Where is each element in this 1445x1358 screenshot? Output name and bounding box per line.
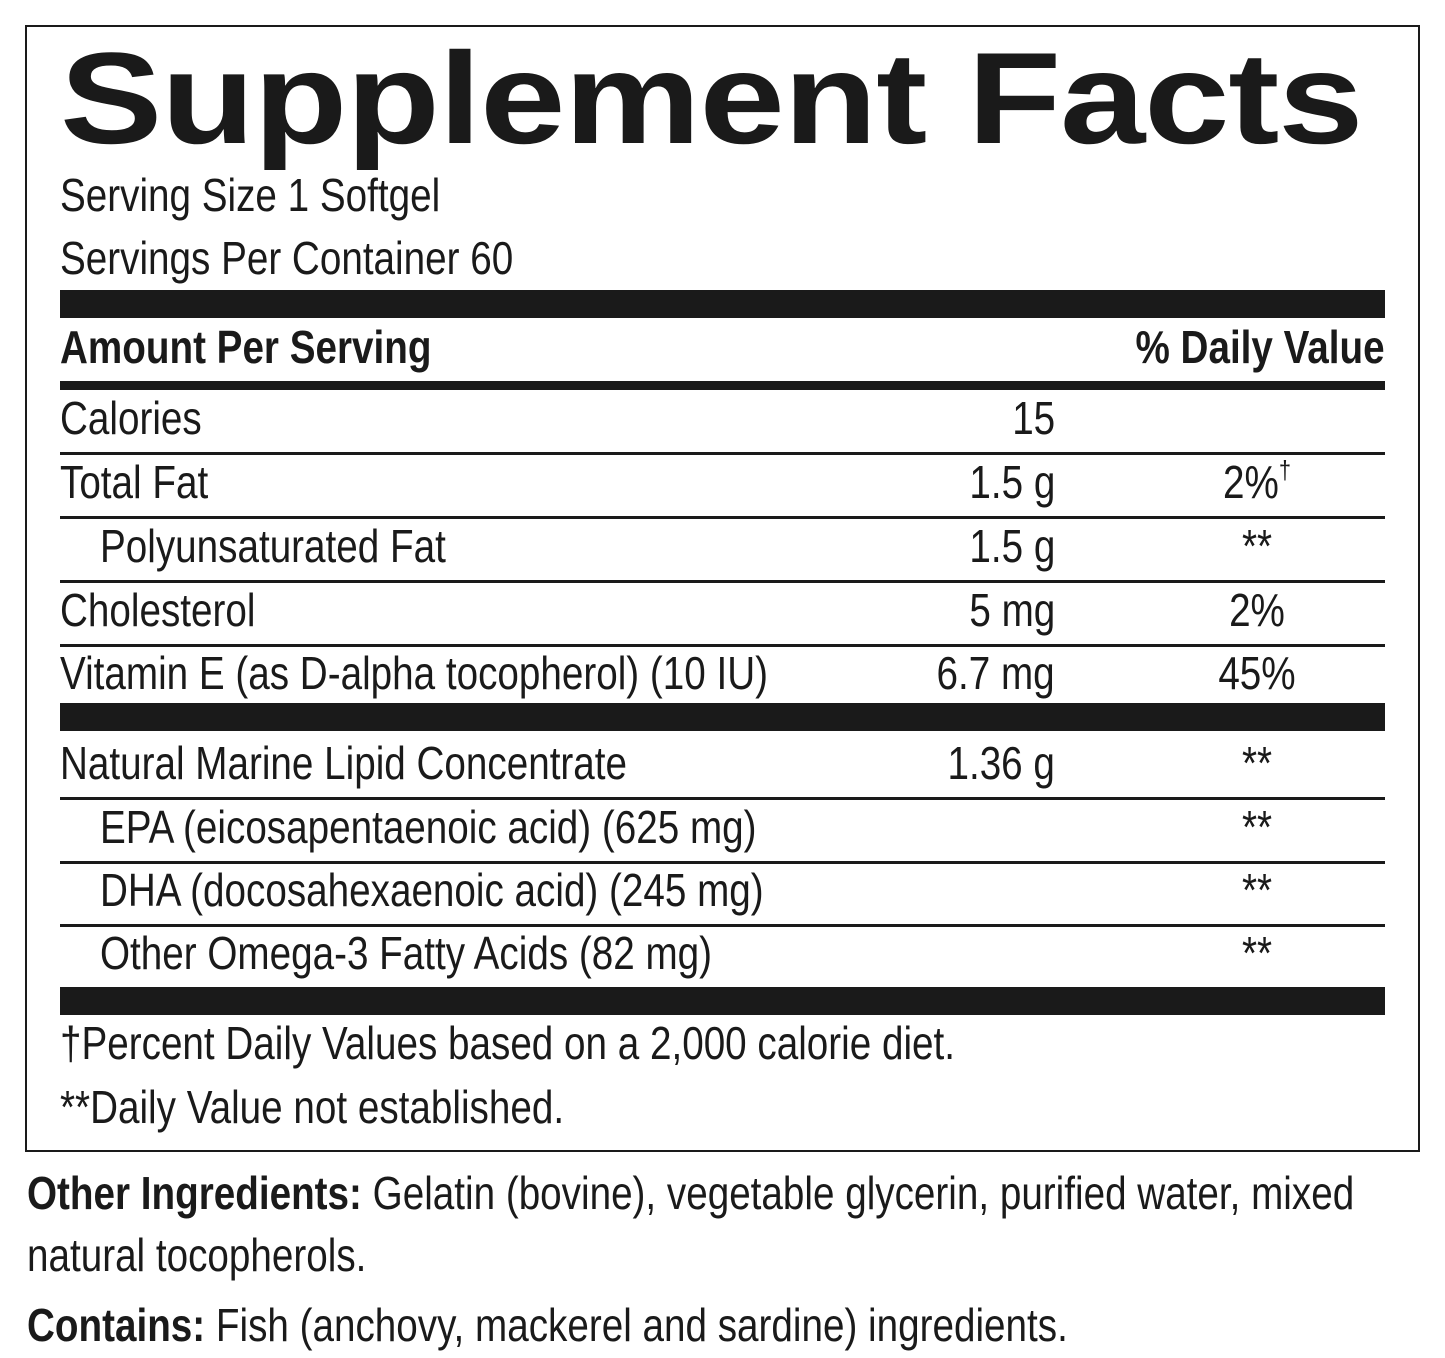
nutrient-name: Calories bbox=[60, 392, 202, 444]
medium-rule bbox=[60, 381, 1385, 390]
nutrient-name: Polyunsaturated Fat bbox=[100, 520, 446, 572]
footnote: **Daily Value not established. bbox=[60, 1081, 565, 1133]
amount: 1.36 g bbox=[947, 737, 1055, 789]
daily-value-text: ** bbox=[1241, 864, 1273, 916]
contains: Contains: Fish (anchovy, mackerel and sa… bbox=[27, 1298, 1068, 1352]
amount: 5 mg bbox=[969, 584, 1055, 636]
row-rule bbox=[60, 452, 1385, 455]
servings-per-container: Servings Per Container 60 bbox=[60, 232, 514, 284]
thick-rule bbox=[60, 290, 1385, 318]
daily-value: 2% bbox=[1173, 583, 1341, 637]
amount: 1.5 g bbox=[969, 456, 1055, 508]
thick-rule bbox=[60, 703, 1385, 731]
footnote: †Percent Daily Values based on a 2,000 c… bbox=[60, 1017, 956, 1069]
nutrient-name: Vitamin E (as D-alpha tocopherol) (10 IU… bbox=[60, 647, 769, 699]
other-ingredients-text: Gelatin (bovine), vegetable glycerin, pu… bbox=[27, 1167, 1355, 1281]
daily-value-text: ** bbox=[1241, 927, 1273, 979]
daily-value: ** bbox=[1173, 863, 1341, 917]
amount: 15 bbox=[1012, 392, 1055, 444]
other-ingredients-label: Other Ingredients: bbox=[27, 1167, 362, 1219]
daily-value: ** bbox=[1173, 736, 1341, 790]
facts-box bbox=[25, 25, 1420, 1152]
row-rule bbox=[60, 924, 1385, 927]
title: Supplement Facts bbox=[60, 25, 1364, 171]
daily-value: ** bbox=[1173, 519, 1341, 573]
nutrient-name: Total Fat bbox=[60, 456, 209, 508]
daily-value: 45% bbox=[1173, 646, 1341, 700]
other-ingredients: Other Ingredients: Gelatin (bovine), veg… bbox=[27, 1162, 1421, 1286]
daily-value-text: ** bbox=[1241, 520, 1273, 572]
row-rule bbox=[60, 644, 1385, 647]
row-rule bbox=[60, 797, 1385, 800]
header-daily-value: % Daily Value bbox=[1135, 321, 1385, 373]
nutrient-name: DHA (docosahexaenoic acid) (245 mg) bbox=[100, 864, 764, 916]
nutrient-name: EPA (eicosapentaenoic acid) (625 mg) bbox=[100, 801, 757, 853]
daily-value-text: 2% bbox=[1229, 584, 1285, 636]
daily-value: ** bbox=[1173, 800, 1341, 854]
daily-value: 2%† bbox=[1173, 455, 1341, 509]
row-rule bbox=[60, 516, 1385, 519]
amount: 1.5 g bbox=[969, 520, 1055, 572]
daily-value-text: ** bbox=[1241, 801, 1273, 853]
nutrient-name: Other Omega-3 Fatty Acids (82 mg) bbox=[100, 927, 713, 979]
nutrient-name: Cholesterol bbox=[60, 584, 256, 636]
amount: 6.7 mg bbox=[936, 647, 1055, 699]
daily-value: ** bbox=[1173, 926, 1341, 980]
thick-rule bbox=[60, 987, 1385, 1015]
serving-size: Serving Size 1 Softgel bbox=[60, 169, 441, 221]
nutrient-name: Natural Marine Lipid Concentrate bbox=[60, 737, 628, 789]
contains-label: Contains: bbox=[27, 1299, 206, 1351]
header-amount: Amount Per Serving bbox=[60, 321, 432, 373]
daily-value-text: 2% bbox=[1222, 456, 1279, 508]
row-rule bbox=[60, 580, 1385, 583]
daily-value-note: † bbox=[1278, 455, 1291, 485]
row-rule bbox=[60, 861, 1385, 864]
contains-text: Fish (anchovy, mackerel and sardine) ing… bbox=[215, 1299, 1068, 1351]
daily-value-text: 45% bbox=[1218, 647, 1296, 699]
daily-value-text: ** bbox=[1241, 737, 1273, 789]
